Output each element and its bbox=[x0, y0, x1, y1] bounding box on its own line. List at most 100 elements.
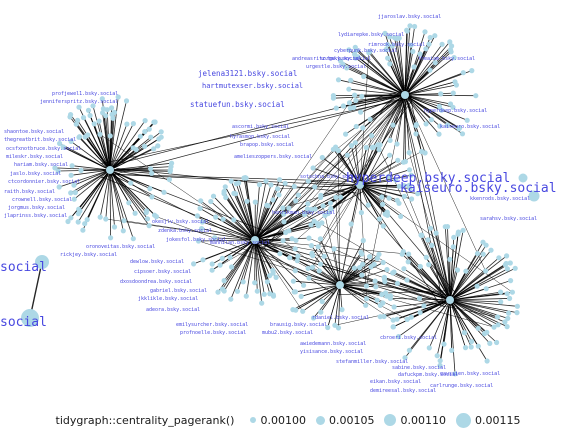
node bbox=[149, 170, 155, 176]
network-graph: jelena3121.bsky.social hartmutexser.bsky.… bbox=[0, 14, 557, 394]
node-label: zdenka.bsky.social bbox=[158, 228, 212, 234]
edge bbox=[254, 186, 295, 241]
node bbox=[449, 43, 455, 49]
node bbox=[333, 105, 339, 111]
node bbox=[421, 303, 427, 309]
node bbox=[167, 168, 173, 174]
node bbox=[208, 198, 214, 205]
edge bbox=[322, 205, 341, 286]
node bbox=[366, 50, 372, 56]
node bbox=[401, 193, 407, 199]
edge bbox=[400, 95, 450, 291]
edge bbox=[404, 25, 411, 96]
edge bbox=[254, 184, 272, 241]
edge bbox=[322, 157, 361, 186]
node bbox=[450, 244, 456, 250]
edge bbox=[99, 169, 111, 218]
edge bbox=[359, 184, 380, 220]
node bbox=[433, 230, 439, 236]
node bbox=[360, 237, 366, 244]
edge bbox=[109, 169, 111, 238]
node bbox=[291, 183, 297, 190]
node-label: brausig.bsky.social bbox=[270, 322, 327, 328]
edge bbox=[404, 72, 464, 96]
node bbox=[360, 125, 366, 131]
edge bbox=[199, 208, 256, 241]
edge bbox=[353, 99, 413, 183]
node-label: hariam.bsky.social bbox=[14, 162, 68, 168]
edge bbox=[254, 239, 303, 312]
node bbox=[137, 133, 143, 139]
edge bbox=[449, 299, 518, 307]
node bbox=[390, 122, 396, 128]
node bbox=[386, 195, 392, 201]
node bbox=[261, 291, 267, 297]
edge bbox=[73, 169, 111, 200]
edge bbox=[238, 182, 256, 241]
edge bbox=[359, 169, 410, 186]
node bbox=[320, 203, 326, 209]
node bbox=[514, 310, 520, 316]
legend-key-circle bbox=[384, 414, 397, 426]
node-label: urgestle.bsky.social bbox=[306, 64, 366, 70]
node bbox=[317, 261, 324, 267]
edge bbox=[225, 186, 256, 241]
node bbox=[330, 95, 336, 101]
node bbox=[312, 184, 318, 190]
edge bbox=[449, 254, 484, 301]
node bbox=[305, 201, 311, 207]
node bbox=[229, 264, 235, 270]
node bbox=[273, 274, 279, 280]
edge bbox=[202, 239, 256, 261]
edge bbox=[449, 262, 511, 301]
edge bbox=[109, 136, 152, 171]
node bbox=[346, 100, 353, 106]
edge bbox=[449, 285, 478, 301]
edge bbox=[123, 220, 256, 241]
node bbox=[428, 117, 434, 123]
node bbox=[406, 167, 413, 173]
edge bbox=[311, 94, 406, 210]
node bbox=[287, 255, 293, 261]
node bbox=[425, 237, 431, 243]
node bbox=[395, 157, 401, 163]
legend-item-1: 0.00105 bbox=[315, 414, 374, 427]
node-label: profnoelle.bsky.social bbox=[180, 330, 246, 336]
node bbox=[387, 34, 393, 40]
legend-item-2: 0.00110 bbox=[384, 414, 446, 427]
node bbox=[82, 221, 88, 227]
node-label: cyberpunk.bsky.social bbox=[334, 48, 397, 54]
node bbox=[286, 205, 292, 211]
edge bbox=[29, 261, 43, 319]
node bbox=[104, 107, 110, 113]
node bbox=[363, 302, 369, 308]
node bbox=[423, 121, 429, 127]
node bbox=[317, 236, 323, 242]
node bbox=[439, 41, 445, 47]
node bbox=[200, 257, 206, 263]
node bbox=[376, 147, 382, 153]
node bbox=[107, 133, 113, 139]
node bbox=[353, 97, 359, 104]
edge bbox=[254, 213, 284, 241]
edge bbox=[339, 264, 375, 286]
edge bbox=[391, 45, 406, 96]
node bbox=[87, 112, 93, 119]
edge bbox=[404, 299, 451, 358]
node bbox=[404, 27, 410, 33]
node bbox=[423, 254, 429, 260]
graph-nodes bbox=[21, 23, 540, 377]
edge bbox=[449, 298, 510, 301]
edge bbox=[109, 169, 150, 226]
node bbox=[359, 251, 365, 257]
node bbox=[387, 137, 393, 143]
node bbox=[502, 262, 508, 268]
edge bbox=[404, 94, 460, 129]
node bbox=[358, 210, 364, 216]
edge bbox=[404, 49, 451, 96]
node bbox=[428, 225, 434, 231]
edge bbox=[331, 279, 453, 296]
node bbox=[292, 268, 298, 274]
node bbox=[286, 228, 292, 234]
node bbox=[418, 232, 424, 238]
